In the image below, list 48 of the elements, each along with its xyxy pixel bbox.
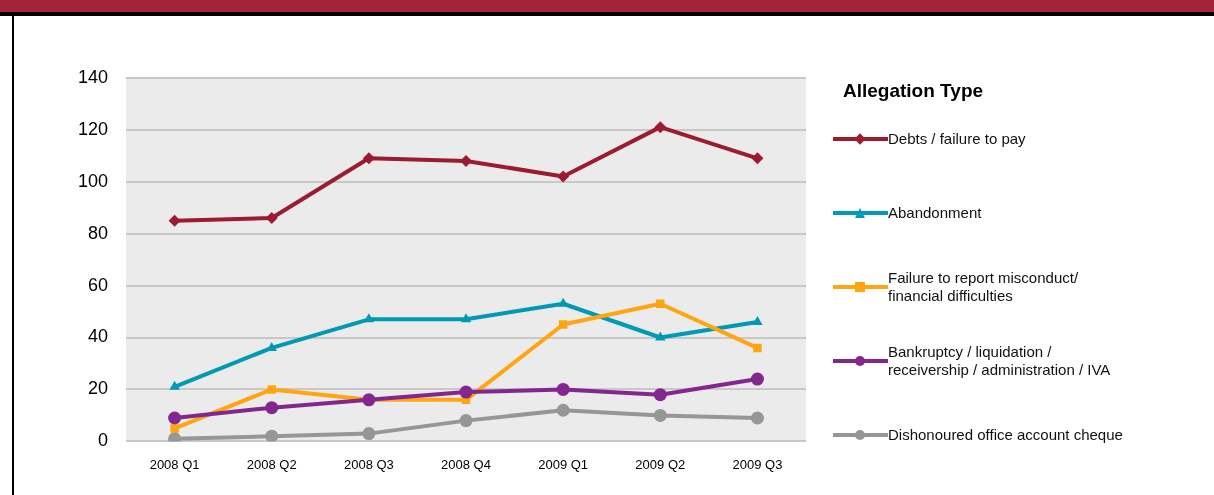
point <box>556 403 570 417</box>
legend-title: Allegation Type <box>843 80 985 102</box>
x-tick-label: 2009 Q1 <box>538 456 589 472</box>
point <box>459 414 473 428</box>
y-tick-label: 80 <box>88 222 109 243</box>
x-tick-label: 2008 Q3 <box>343 456 394 472</box>
x-tick-label: 2008 Q4 <box>441 456 491 472</box>
y-tick-label: 120 <box>77 118 109 139</box>
legend-label: Abandonment <box>888 204 982 222</box>
point <box>170 424 179 433</box>
y-tick-label: 60 <box>88 274 109 295</box>
point <box>265 401 279 415</box>
point <box>557 170 570 183</box>
point <box>753 343 762 353</box>
legend-label: Failure to report misconduct/ financial difficulties <box>888 269 1079 305</box>
point <box>168 214 181 227</box>
point <box>459 385 473 399</box>
point <box>267 385 276 394</box>
x-tick-label: 2008 Q2 <box>246 456 297 472</box>
point <box>363 313 375 323</box>
point <box>362 427 376 441</box>
x-tick-label: 2008 Q1 <box>149 456 200 472</box>
point <box>362 152 375 165</box>
point <box>655 331 666 341</box>
legend-label: Dishonoured office account cheque <box>888 426 1123 444</box>
y-tick-label: 0 <box>98 430 109 451</box>
y-tick-label: 100 <box>77 170 109 191</box>
point <box>653 408 667 422</box>
y-tick-label: 40 <box>88 326 109 347</box>
point <box>169 380 180 390</box>
point <box>656 299 665 308</box>
y-tick-label: 140 <box>77 66 109 87</box>
point <box>750 372 764 386</box>
point <box>556 382 570 396</box>
point <box>654 121 667 134</box>
point <box>653 388 667 402</box>
x-tick-label: 2009 Q2 <box>635 456 686 472</box>
legend-label: Debts / failure to pay <box>888 130 1026 148</box>
point <box>750 411 764 425</box>
point <box>558 320 568 329</box>
point <box>460 313 472 323</box>
point <box>752 315 763 325</box>
legend-label: Bankruptcy / liquidation / receivership / administration / IVA <box>888 343 1111 379</box>
y-tick-label: 20 <box>88 378 109 399</box>
point <box>168 411 182 425</box>
point <box>265 429 279 442</box>
point <box>751 152 764 165</box>
x-tick-label: 2009 Q3 <box>732 456 783 472</box>
